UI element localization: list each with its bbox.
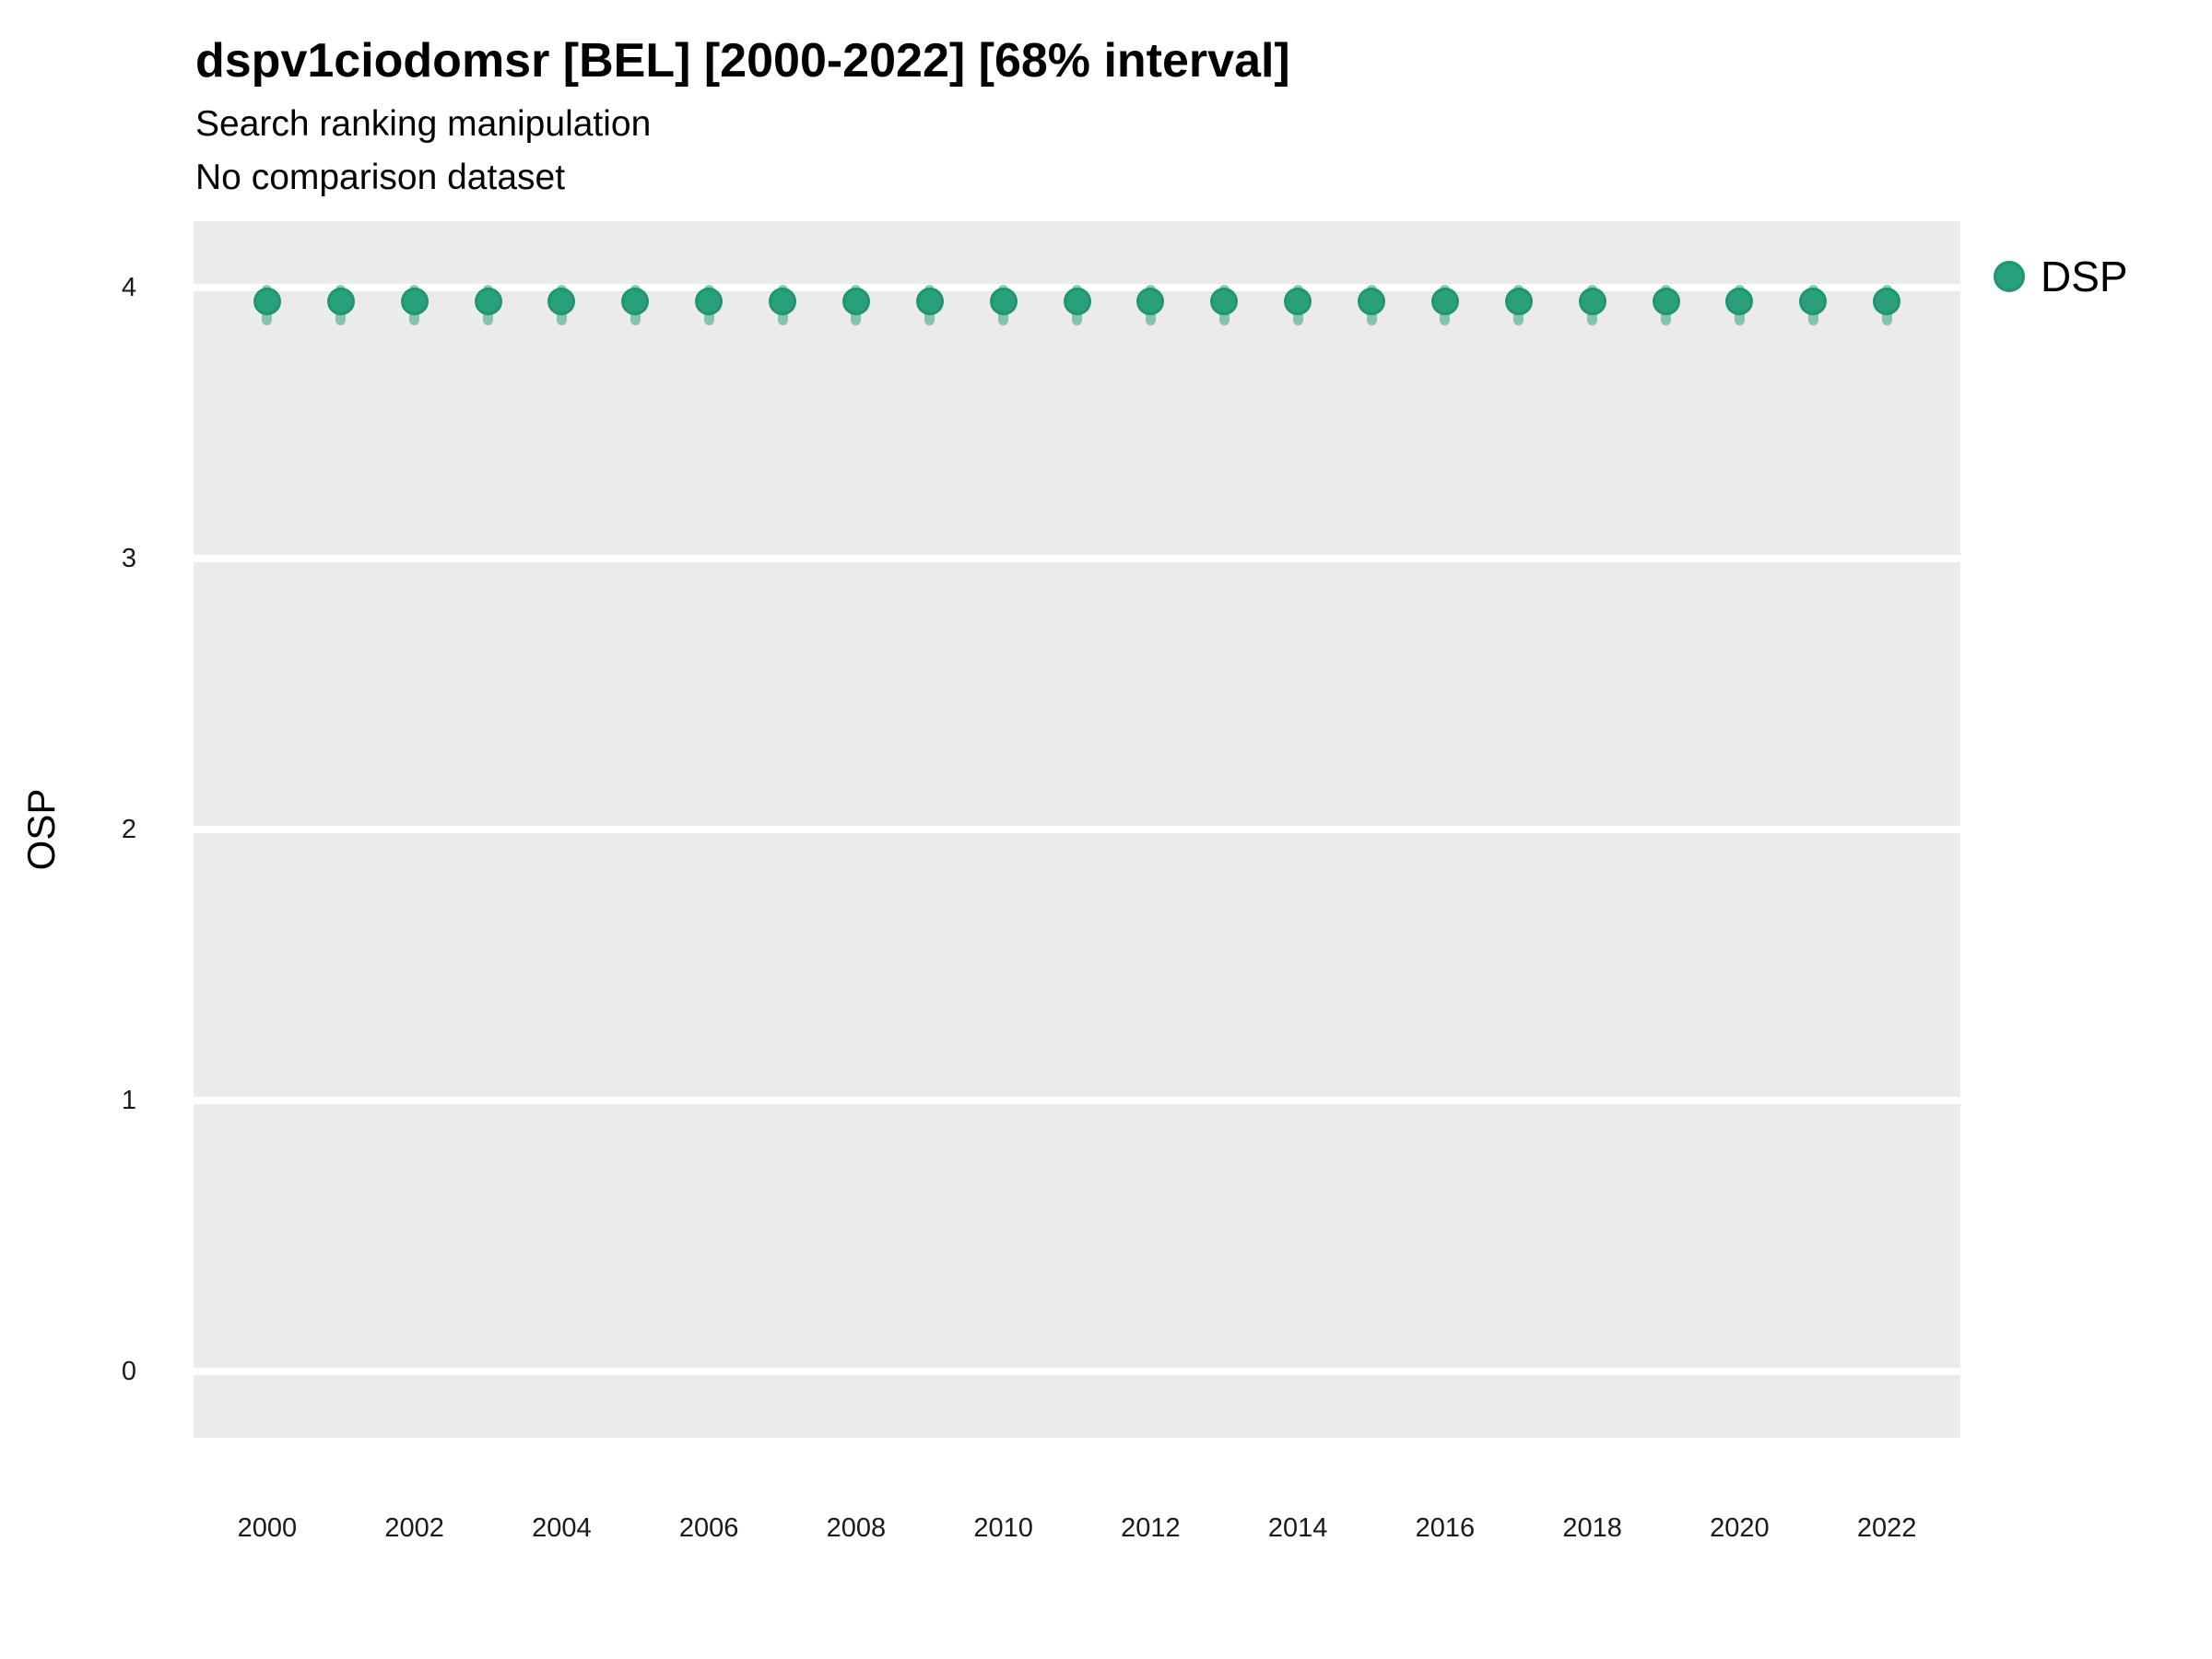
data-point — [621, 287, 650, 315]
x-tick-label: 2006 — [678, 1513, 739, 1543]
data-point — [1873, 287, 1901, 315]
x-tick-label: 2004 — [532, 1513, 592, 1543]
data-point — [1210, 287, 1239, 315]
y-tick-label: 1 — [121, 1085, 136, 1115]
x-tick-label: 2020 — [1710, 1513, 1770, 1543]
x-tick-label: 2018 — [1562, 1513, 1622, 1543]
data-point — [841, 287, 870, 315]
data-point — [1725, 287, 1754, 315]
y-tick-label: 0 — [121, 1356, 136, 1386]
data-point — [1284, 287, 1312, 315]
y-tick-label: 2 — [121, 815, 136, 844]
legend-point-icon — [1994, 261, 2025, 292]
data-point — [1799, 287, 1828, 315]
x-tick-label: 2002 — [384, 1513, 444, 1543]
gridline-y-2 — [194, 826, 1960, 833]
data-point — [1504, 287, 1533, 315]
data-point — [1578, 287, 1606, 315]
data-point — [695, 287, 724, 315]
x-tick-label: 2014 — [1267, 1513, 1328, 1543]
chart-note: No comparison dataset — [195, 158, 566, 197]
data-point — [1136, 287, 1165, 315]
data-point — [253, 287, 281, 315]
x-tick-label: 2016 — [1415, 1513, 1476, 1543]
data-point — [769, 287, 796, 315]
gridline-y-0 — [194, 1367, 1960, 1375]
x-tick-label: 2012 — [1121, 1513, 1181, 1543]
x-tick-label: 2022 — [1856, 1513, 1917, 1543]
data-point — [474, 287, 502, 315]
data-point — [400, 287, 429, 315]
data-point — [1652, 287, 1680, 315]
data-point — [326, 287, 355, 315]
y-tick-label: 4 — [121, 273, 136, 303]
data-point — [547, 287, 576, 315]
data-point — [1358, 287, 1385, 315]
data-point — [915, 287, 944, 315]
legend-label: DSP — [2041, 253, 2128, 300]
x-tick-label: 2008 — [826, 1513, 887, 1543]
gridline-y-1 — [194, 1096, 1960, 1104]
data-point — [1430, 287, 1459, 315]
data-point — [989, 287, 1018, 315]
legend: DSP — [1994, 253, 2128, 300]
x-tick-label: 2000 — [237, 1513, 298, 1543]
x-tick-label: 2010 — [973, 1513, 1033, 1543]
plot-panel — [194, 221, 1960, 1438]
y-tick-label: 3 — [121, 544, 136, 573]
data-point — [1063, 287, 1091, 315]
chart-subtitle: Search ranking manipulation — [195, 104, 652, 144]
gridline-y-3 — [194, 555, 1960, 562]
chart-title: dspv1ciodomsr [BEL] [2000-2022] [68% int… — [195, 34, 1290, 88]
